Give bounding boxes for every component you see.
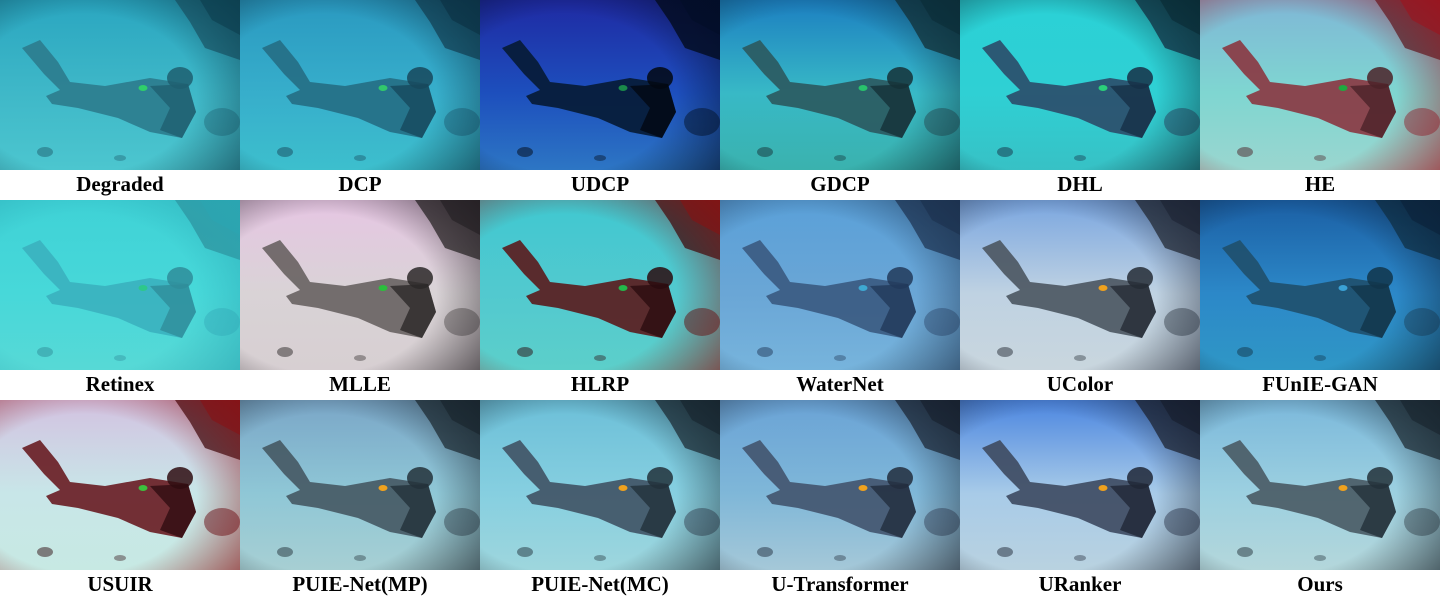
wreck-scene	[240, 400, 480, 570]
panel-caption: GDCP	[810, 172, 870, 196]
panel-image	[240, 0, 480, 170]
panel: WaterNet	[720, 200, 960, 400]
panel-image	[240, 400, 480, 570]
panel-image	[0, 200, 240, 370]
panel: Ours	[1200, 400, 1440, 600]
vignette	[240, 0, 480, 170]
panel-image	[480, 0, 720, 170]
panel: PUIE-Net(MP)	[240, 400, 480, 600]
panel: Retinex	[0, 200, 240, 400]
vignette	[240, 200, 480, 370]
panel: USUIR	[0, 400, 240, 600]
panel: UDCP	[480, 0, 720, 200]
wreck-scene	[0, 200, 240, 370]
vignette	[1200, 0, 1440, 170]
panel: HLRP	[480, 200, 720, 400]
vignette	[0, 400, 240, 570]
vignette	[720, 0, 960, 170]
panel-caption: WaterNet	[796, 372, 884, 396]
panel-image	[1200, 200, 1440, 370]
panel: DHL	[960, 0, 1200, 200]
wreck-scene	[480, 400, 720, 570]
panel-caption: HLRP	[570, 372, 630, 396]
panel-caption: Ours	[1297, 572, 1343, 596]
wreck-scene	[1200, 400, 1440, 570]
vignette	[960, 400, 1200, 570]
vignette	[960, 200, 1200, 370]
wreck-scene	[480, 200, 720, 370]
panel-caption: PUIE-Net(MC)	[531, 572, 669, 596]
panel-caption: PUIE-Net(MP)	[292, 572, 428, 596]
panel-caption: URanker	[1038, 572, 1122, 596]
wreck-scene	[720, 0, 960, 170]
panel-caption: MLLE	[329, 372, 391, 396]
wreck-scene	[720, 400, 960, 570]
vignette	[0, 200, 240, 370]
panel-caption: U-Transformer	[771, 572, 909, 596]
panel-image	[480, 400, 720, 570]
panel-image	[960, 200, 1200, 370]
panel-caption: Degraded	[76, 172, 164, 196]
wreck-scene	[1200, 200, 1440, 370]
panel-image	[0, 400, 240, 570]
vignette	[720, 200, 960, 370]
panel-caption: UDCP	[570, 172, 630, 196]
wreck-scene	[960, 200, 1200, 370]
panel-caption: Retinex	[85, 372, 155, 396]
panel: UColor	[960, 200, 1200, 400]
panel: GDCP	[720, 0, 960, 200]
panel-caption: HE	[1304, 172, 1336, 196]
vignette	[480, 400, 720, 570]
panel-image	[1200, 400, 1440, 570]
wreck-scene	[960, 0, 1200, 170]
panel: U-Transformer	[720, 400, 960, 600]
panel: PUIE-Net(MC)	[480, 400, 720, 600]
panel-caption: DCP	[338, 172, 382, 196]
panel-caption: USUIR	[87, 572, 153, 596]
wreck-scene	[240, 0, 480, 170]
panel-caption: UColor	[1046, 372, 1114, 396]
panel-image	[720, 400, 960, 570]
panel: MLLE	[240, 200, 480, 400]
panel-image	[240, 200, 480, 370]
wreck-scene	[0, 0, 240, 170]
wreck-scene	[1200, 0, 1440, 170]
panel-image	[720, 0, 960, 170]
vignette	[1200, 400, 1440, 570]
vignette	[480, 200, 720, 370]
panel: DCP	[240, 0, 480, 200]
panel-image	[0, 0, 240, 170]
panel-image	[960, 400, 1200, 570]
panel-caption: FUnIE-GAN	[1262, 372, 1378, 396]
vignette	[960, 0, 1200, 170]
vignette	[480, 0, 720, 170]
panel-image	[1200, 0, 1440, 170]
panel: FUnIE-GAN	[1200, 200, 1440, 400]
panel: URanker	[960, 400, 1200, 600]
wreck-scene	[480, 0, 720, 170]
vignette	[1200, 200, 1440, 370]
vignette	[240, 400, 480, 570]
wreck-scene	[240, 200, 480, 370]
panel-caption: DHL	[1057, 172, 1103, 196]
panel-image	[960, 0, 1200, 170]
wreck-scene	[720, 200, 960, 370]
vignette	[0, 0, 240, 170]
wreck-scene	[0, 400, 240, 570]
panel: HE	[1200, 0, 1440, 200]
vignette	[720, 400, 960, 570]
panel: Degraded	[0, 0, 240, 200]
panel-image	[720, 200, 960, 370]
wreck-scene	[960, 400, 1200, 570]
panel-image	[480, 200, 720, 370]
